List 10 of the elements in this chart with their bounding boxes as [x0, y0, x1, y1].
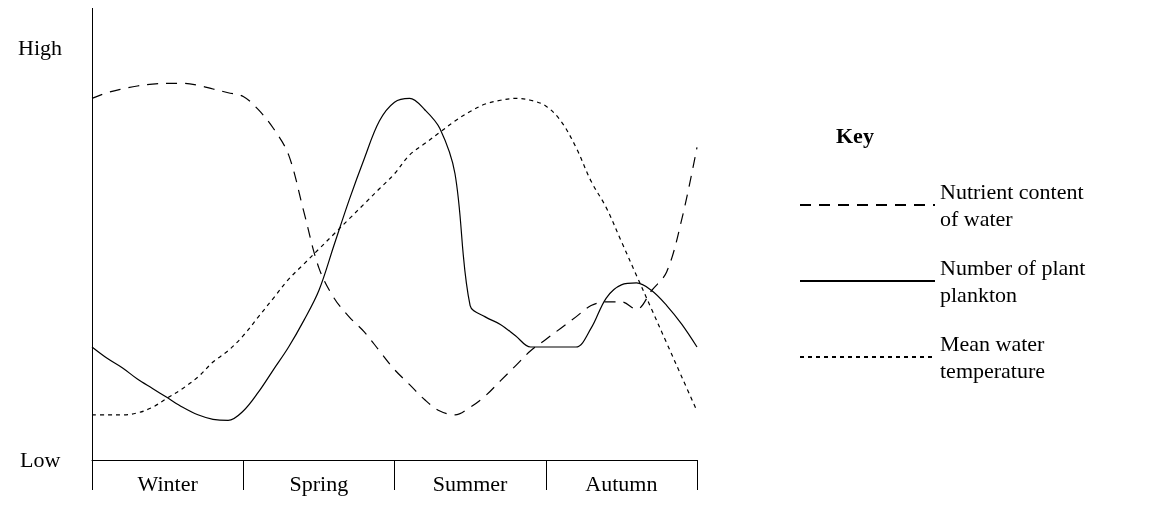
text: High: [18, 34, 62, 60]
x-tick-label: Spring: [289, 470, 349, 496]
text: Mean water temperature: [940, 331, 1050, 383]
text: Number of plant plankton: [940, 255, 1091, 307]
text: Low: [20, 446, 61, 472]
legend-title: Key: [836, 122, 874, 148]
text: Nutrient content of water: [940, 179, 1090, 231]
x-tick-label: Autumn: [585, 470, 658, 496]
x-tick-label: Summer: [432, 470, 509, 496]
x-tick-label: Winter: [137, 470, 199, 496]
